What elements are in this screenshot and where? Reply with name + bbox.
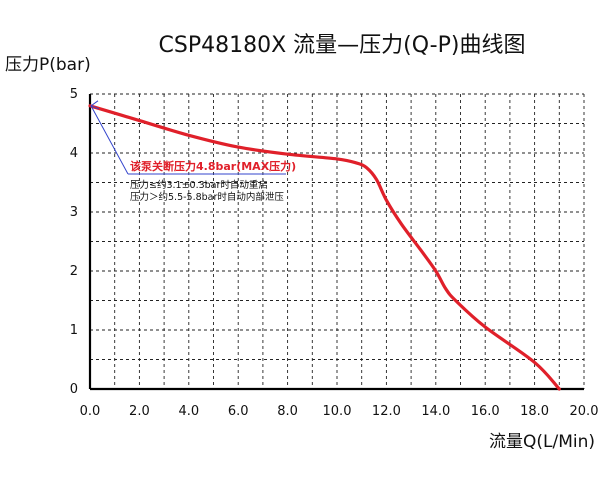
y-tick-label: 0 [70, 382, 78, 397]
x-tick-label: 8.0 [277, 404, 298, 419]
y-tick-label: 2 [70, 264, 78, 279]
axes [88, 94, 584, 391]
x-tick-label: 6.0 [228, 404, 249, 419]
x-tick-label: 12.0 [372, 404, 401, 419]
x-tick-label: 18.0 [520, 404, 549, 419]
x-tick-label: 16.0 [471, 404, 500, 419]
annotation-restart-pressure: 压力≤约3.1±0.3bar时自动重启 [130, 179, 268, 191]
annotation-shutoff-pressure: 该泵关断压力4.8bar(MAX压力) [130, 159, 296, 173]
chart-title: CSP48180X 流量—压力(Q-P)曲线图 [159, 33, 526, 58]
x-tick-label: 4.0 [178, 404, 199, 419]
annotation-leader-line [90, 105, 129, 175]
y-axis-title: 压力P(bar) [5, 55, 91, 75]
series-layer [88, 104, 561, 391]
annotation-arrowhead [89, 100, 100, 110]
y-tick-label: 1 [70, 323, 78, 338]
y-tick-label: 4 [70, 146, 78, 161]
x-tick-label: 10.0 [323, 404, 352, 419]
annotation: 该泵关断压力4.8bar(MAX压力) 压力≤约3.1±0.3bar时自动重启 … [89, 100, 296, 203]
pressure-flow-curve [88, 104, 561, 391]
annotation-relief-pressure: 压力＞约5.5-5.8bar时自动内部泄压 [130, 191, 284, 203]
x-tick-label: 14.0 [421, 404, 450, 419]
y-tick-label: 5 [70, 87, 78, 102]
x-axis-title: 流量Q(L/Min) [489, 432, 595, 452]
grid [90, 93, 585, 389]
x-tick-label: 0.0 [80, 404, 101, 419]
x-tick-label: 20.0 [570, 404, 599, 419]
y-tick-label: 3 [70, 205, 78, 220]
tick-labels: 0.0 2.0 4.0 6.0 8.0 10.0 12.0 14.0 16.0 18.0 20.0 0… [70, 87, 599, 419]
x-tick-label: 2.0 [129, 404, 150, 419]
